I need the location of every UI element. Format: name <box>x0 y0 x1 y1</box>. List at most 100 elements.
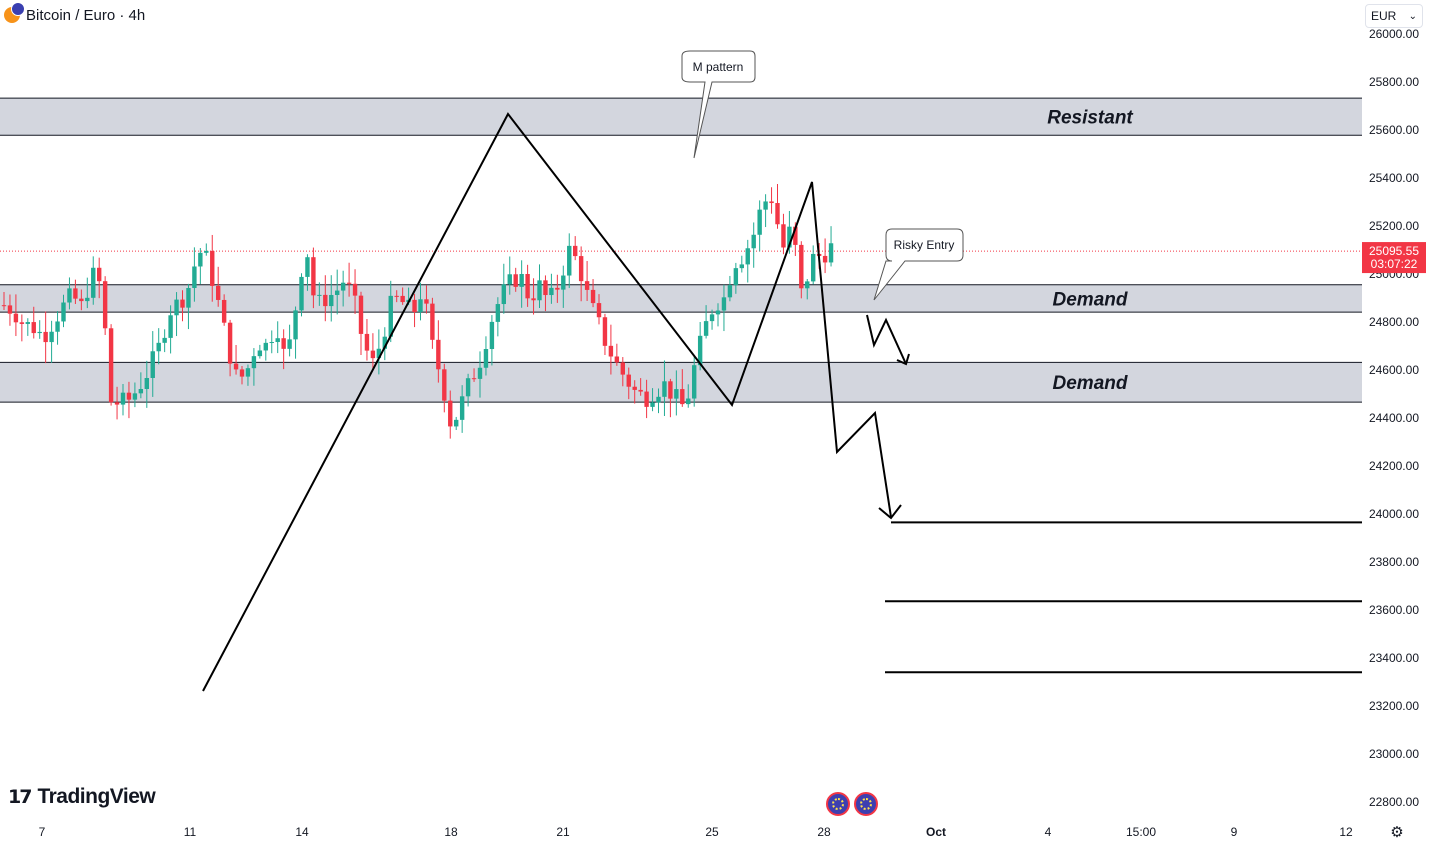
drawings-layer <box>202 112 910 692</box>
candle-up <box>787 226 792 248</box>
candle-up <box>483 349 489 368</box>
m-pattern-callout-label: M pattern <box>693 60 744 74</box>
candle-down <box>543 280 548 296</box>
time-tick-label: 12 <box>1339 825 1353 839</box>
candle-up <box>519 273 524 287</box>
price-tick-label: 25400.00 <box>1369 171 1419 185</box>
candle-down <box>769 201 774 204</box>
candle-up <box>198 252 203 267</box>
candle-up <box>186 287 191 308</box>
risky-entry-callout[interactable] <box>873 228 964 301</box>
candle-down <box>13 313 19 323</box>
candle-up <box>561 275 566 290</box>
candle-up <box>418 299 423 313</box>
candle-down <box>412 299 417 313</box>
currency-select[interactable]: EUR ⌄ <box>1365 4 1423 28</box>
time-tick-label: 18 <box>444 825 458 839</box>
candle-up <box>805 281 810 289</box>
price-tick-label: 23600.00 <box>1369 603 1419 617</box>
m-pattern-line[interactable] <box>202 112 892 692</box>
tradingview-wordmark: TradingView <box>37 785 156 808</box>
bitcoin-euro-icon <box>4 2 25 23</box>
candle-up <box>757 209 762 235</box>
zigzag-arrow[interactable] <box>866 314 907 365</box>
candle-down <box>644 391 649 407</box>
tradingview-logo[interactable]: 17 TradingView <box>8 785 156 809</box>
candle-up <box>477 367 483 379</box>
time-axis[interactable]: 7 11 14 18 21 25 28 Oct 4 15:00 9 12 <box>0 820 1429 843</box>
candle-up <box>335 290 340 295</box>
candle-down <box>602 317 608 346</box>
zigzag-arrow-head <box>896 353 910 366</box>
callouts-layer: M pattern Risky Entry <box>681 50 964 301</box>
candle-up <box>703 321 709 336</box>
candle-down <box>19 322 25 324</box>
symbol-title: Bitcoin / Euro · 4h <box>26 6 146 24</box>
m-pattern-callout[interactable] <box>681 50 756 159</box>
candle-up <box>763 201 768 210</box>
time-tick-label: Oct <box>926 825 946 839</box>
candle-down <box>221 299 227 323</box>
candle-up <box>251 356 257 369</box>
candle-down <box>239 369 245 377</box>
candle-down <box>596 303 602 318</box>
candlestick-series <box>1 184 834 439</box>
candle-down <box>448 400 453 427</box>
zone-rect-resistant[interactable] <box>0 98 1362 136</box>
candle-up <box>150 351 155 378</box>
candle-down <box>442 369 447 401</box>
candle-up <box>650 402 655 407</box>
candle-up <box>85 297 90 302</box>
zone-label-resistant: Resistant <box>1047 108 1133 129</box>
candle-up <box>132 393 138 400</box>
candle-down <box>531 298 536 301</box>
candle-up <box>287 339 292 349</box>
candle-down <box>227 322 233 364</box>
candle-up <box>388 295 393 337</box>
candle-up <box>709 314 715 322</box>
candle-up <box>49 331 54 343</box>
candle-up <box>340 282 346 291</box>
candle-down <box>793 226 798 245</box>
candle-up <box>192 266 197 288</box>
candle-up <box>168 315 173 338</box>
candle-down <box>216 285 221 300</box>
candle-down <box>108 328 114 403</box>
candle-down <box>210 250 215 286</box>
target-arrow-head <box>878 504 902 520</box>
candle-up <box>37 331 42 334</box>
eu-flag-icon[interactable] <box>854 792 878 816</box>
economic-events[interactable] <box>826 792 878 816</box>
candle-up <box>156 342 161 352</box>
candle-down <box>555 287 560 290</box>
candle-up <box>138 388 144 394</box>
candle-down <box>775 203 780 225</box>
price-tick-label: 24800.00 <box>1369 315 1419 329</box>
candle-up <box>382 336 387 349</box>
time-tick-label: 11 <box>184 825 197 839</box>
zone-rect-demand[interactable] <box>0 284 1362 313</box>
candle-down <box>436 339 441 370</box>
candle-down <box>638 389 643 392</box>
candle-down <box>79 298 84 302</box>
candle-up <box>715 310 721 315</box>
eu-flag-icon[interactable] <box>826 792 850 816</box>
candle-up <box>727 285 733 298</box>
candle-down <box>180 299 185 308</box>
candle-down <box>43 331 48 343</box>
candle-down <box>97 267 102 282</box>
time-tick-label: 7 <box>39 825 46 839</box>
time-tick-label: 15:00 <box>1126 825 1156 839</box>
candle-down <box>424 299 429 304</box>
candle-down <box>233 363 239 370</box>
candle-up <box>507 274 512 285</box>
gear-icon[interactable]: ⚙ <box>1390 824 1404 841</box>
currency-label: EUR <box>1371 9 1397 23</box>
time-tick-label: 28 <box>817 825 831 839</box>
price-tick-label: 25600.00 <box>1369 123 1419 137</box>
candle-up <box>751 234 756 249</box>
price-axis[interactable]: 26000.00 25800.00 25600.00 25400.00 25200.00… <box>1362 0 1429 820</box>
price-axis-bg <box>1362 0 1429 820</box>
symbol-header[interactable]: Bitcoin / Euro · 4h <box>4 2 152 25</box>
